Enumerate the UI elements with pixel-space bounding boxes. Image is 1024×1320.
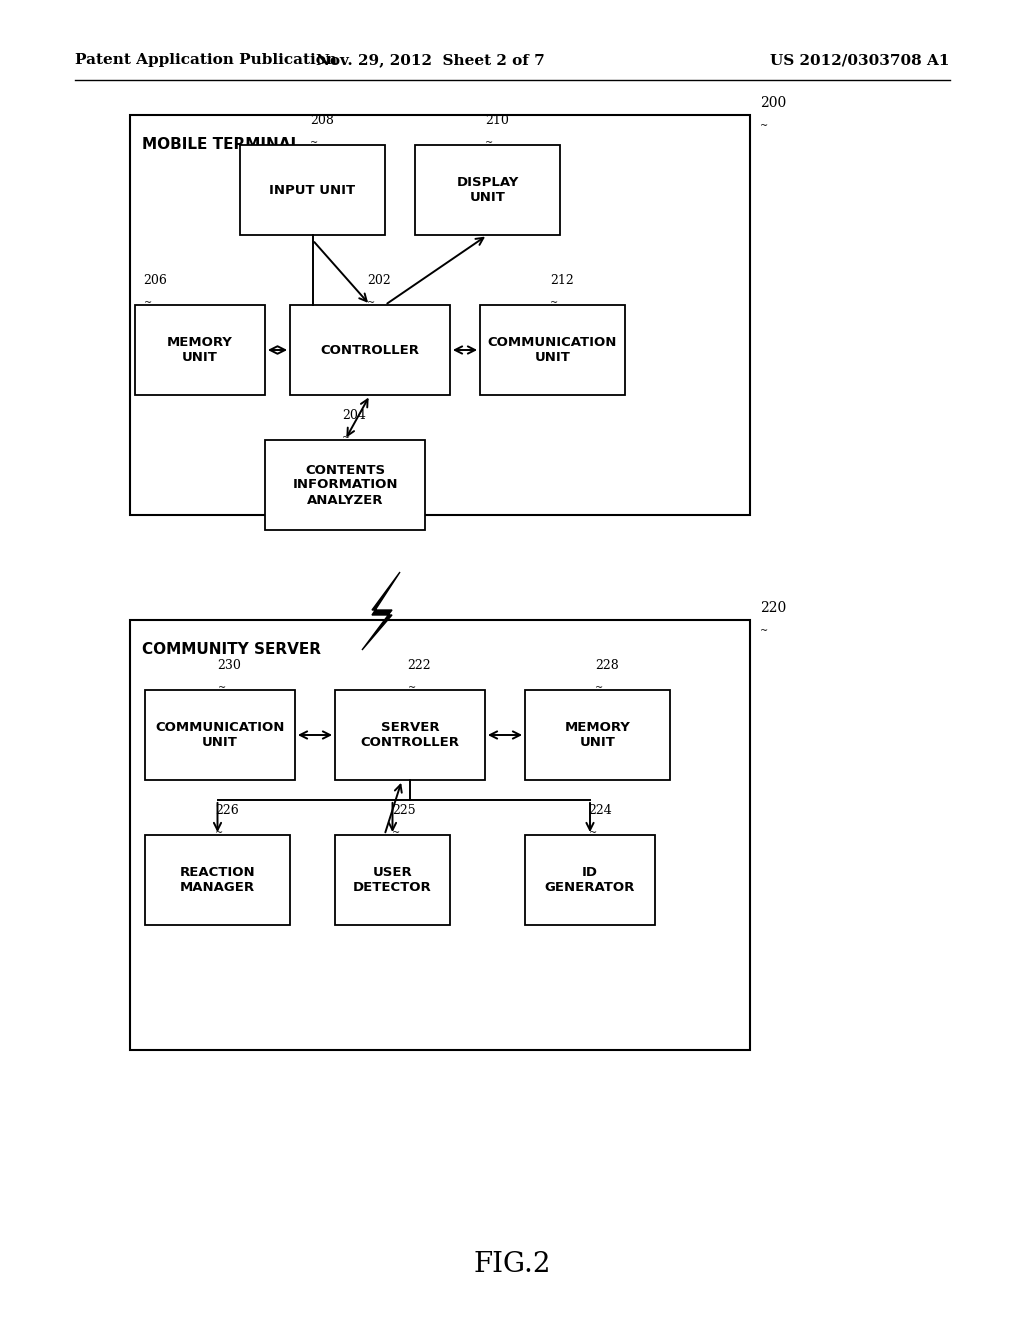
Text: ~: ~ bbox=[342, 433, 350, 442]
Text: SERVER
CONTROLLER: SERVER CONTROLLER bbox=[360, 721, 460, 748]
Text: ID
GENERATOR: ID GENERATOR bbox=[545, 866, 635, 894]
Text: 210: 210 bbox=[485, 114, 509, 127]
Text: 202: 202 bbox=[367, 275, 391, 286]
Text: 228: 228 bbox=[595, 659, 618, 672]
Text: COMMUNICATION
UNIT: COMMUNICATION UNIT bbox=[487, 337, 617, 364]
Text: US 2012/0303708 A1: US 2012/0303708 A1 bbox=[770, 53, 950, 67]
Text: 225: 225 bbox=[392, 804, 416, 817]
Text: 220: 220 bbox=[760, 601, 786, 615]
Text: 230: 230 bbox=[217, 659, 242, 672]
Text: ~: ~ bbox=[408, 682, 416, 692]
Text: CONTENTS
INFORMATION
ANALYZER: CONTENTS INFORMATION ANALYZER bbox=[292, 463, 397, 507]
Bar bbox=[145, 690, 295, 780]
Text: COMMUNICATION
UNIT: COMMUNICATION UNIT bbox=[156, 721, 285, 748]
Polygon shape bbox=[362, 572, 400, 649]
Text: REACTION
MANAGER: REACTION MANAGER bbox=[179, 866, 255, 894]
Text: MEMORY
UNIT: MEMORY UNIT bbox=[167, 337, 232, 364]
Text: ~: ~ bbox=[589, 828, 597, 837]
Text: ~: ~ bbox=[143, 298, 152, 308]
Text: Nov. 29, 2012  Sheet 2 of 7: Nov. 29, 2012 Sheet 2 of 7 bbox=[315, 53, 545, 67]
Bar bbox=[145, 836, 290, 925]
Text: 222: 222 bbox=[408, 659, 431, 672]
Text: ~: ~ bbox=[215, 828, 223, 837]
Text: Patent Application Publication: Patent Application Publication bbox=[75, 53, 337, 67]
Bar bbox=[290, 305, 450, 395]
Text: MOBILE TERMINAL: MOBILE TERMINAL bbox=[142, 137, 300, 152]
Text: COMMUNITY SERVER: COMMUNITY SERVER bbox=[142, 642, 321, 657]
Text: INPUT UNIT: INPUT UNIT bbox=[269, 183, 355, 197]
Bar bbox=[525, 690, 670, 780]
Text: ~: ~ bbox=[595, 682, 603, 692]
Bar bbox=[130, 620, 750, 1049]
Bar bbox=[480, 305, 625, 395]
Bar bbox=[135, 305, 265, 395]
Bar bbox=[335, 836, 450, 925]
Text: ~: ~ bbox=[550, 298, 558, 308]
Bar bbox=[525, 836, 655, 925]
Text: 204: 204 bbox=[342, 409, 366, 422]
Bar bbox=[265, 440, 425, 531]
Text: CONTROLLER: CONTROLLER bbox=[321, 343, 420, 356]
Text: ~: ~ bbox=[217, 682, 225, 692]
Bar bbox=[130, 115, 750, 515]
Text: ~: ~ bbox=[485, 139, 494, 147]
Text: ~: ~ bbox=[310, 139, 318, 147]
Text: ~: ~ bbox=[760, 626, 768, 635]
Text: 206: 206 bbox=[143, 275, 167, 286]
Text: 224: 224 bbox=[589, 804, 612, 817]
Bar bbox=[415, 145, 560, 235]
Text: DISPLAY
UNIT: DISPLAY UNIT bbox=[457, 176, 519, 205]
Bar bbox=[335, 690, 485, 780]
Text: 212: 212 bbox=[550, 275, 574, 286]
Text: MEMORY
UNIT: MEMORY UNIT bbox=[564, 721, 631, 748]
Text: ~: ~ bbox=[367, 298, 375, 308]
Text: ~: ~ bbox=[392, 828, 400, 837]
Text: FIG.2: FIG.2 bbox=[473, 1251, 551, 1279]
Text: 200: 200 bbox=[760, 96, 786, 110]
Text: 208: 208 bbox=[310, 114, 334, 127]
Text: USER
DETECTOR: USER DETECTOR bbox=[353, 866, 432, 894]
Bar bbox=[240, 145, 385, 235]
Text: 226: 226 bbox=[215, 804, 239, 817]
Text: ~: ~ bbox=[760, 121, 768, 129]
